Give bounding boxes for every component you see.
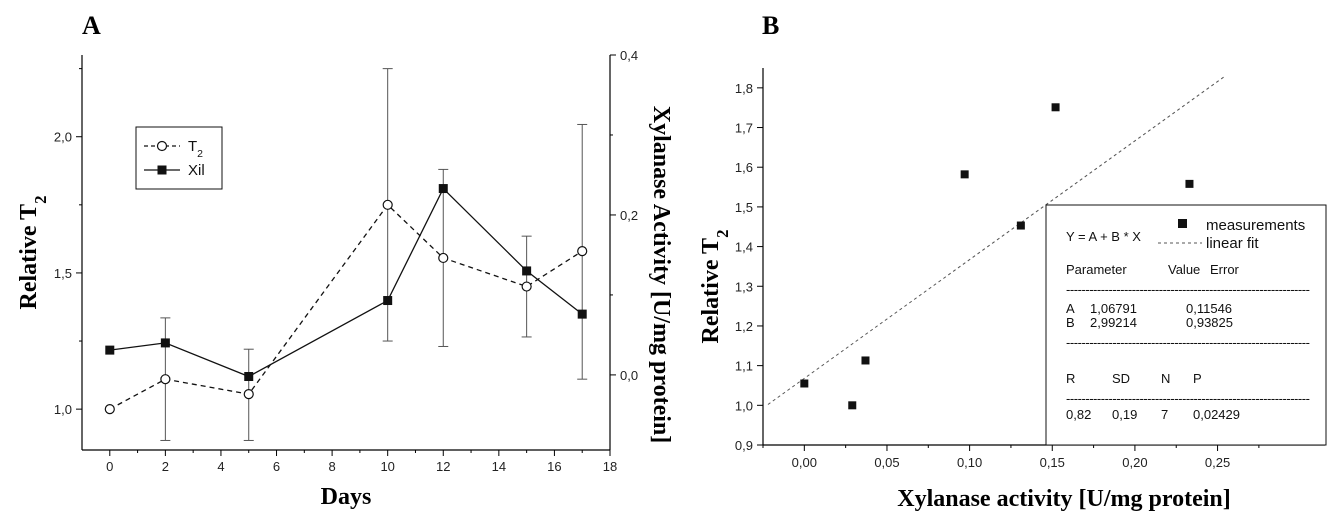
y-tick-label: 1,1 — [735, 359, 753, 374]
series-line-1 — [109, 203, 583, 410]
legend-label-measurements: measurements — [1206, 217, 1305, 234]
legend-marker-circle — [156, 140, 168, 152]
x-tick-label: 4 — [217, 459, 224, 474]
y-tick-label: 1,2 — [735, 319, 753, 334]
y-tick-label: 1,8 — [735, 81, 753, 96]
data-point-xil — [160, 338, 170, 348]
y2-tick-label: 0,2 — [620, 208, 638, 223]
stats-header-cell: Value — [1168, 262, 1200, 277]
x-tick-label: 18 — [603, 459, 617, 474]
data-point-t2 — [243, 389, 254, 400]
y-tick-label: 0,9 — [735, 438, 753, 453]
stats-r-header-cell: P — [1193, 371, 1202, 386]
stats-r-value-cell: 0,82 — [1066, 407, 1091, 422]
panel-label-a: A — [82, 11, 101, 40]
data-point-t2 — [438, 252, 449, 264]
y2-tick-label: 0,0 — [620, 368, 638, 383]
panel-a-chart: 0 2 4 6 8 10 12 14 16 18 1,0 1,5 2,0 0,0 0,2 0,4 Days Rel… — [16, 48, 674, 510]
y-tick-label: 1,4 — [735, 240, 753, 255]
y-tick-label: 1,5 — [54, 266, 72, 281]
x-tick-label: 0,15 — [1040, 455, 1065, 470]
x-tick-label: 10 — [380, 459, 394, 474]
x-axis-title: Days — [321, 484, 372, 510]
x-tick-label: 8 — [328, 459, 335, 474]
data-point-t2 — [577, 246, 588, 257]
y-tick-label: 2,0 — [54, 130, 72, 145]
data-point-t2 — [382, 199, 393, 210]
stats-r-value-cell: 0,19 — [1112, 407, 1137, 422]
y-axis-title: Relative T2 — [16, 196, 50, 310]
y-tick-label: 1,0 — [54, 402, 72, 417]
data-point-xil — [105, 345, 115, 355]
measurement-point — [1185, 179, 1194, 188]
measurement-point — [960, 170, 969, 179]
stats-r-header-cell: R — [1066, 371, 1075, 386]
y-tick-label: 1,3 — [735, 279, 753, 294]
stats-separator: ----------------------------------------… — [1066, 282, 1310, 297]
x-tick-label: 12 — [436, 459, 450, 474]
stats-param-cell: 1,06791 — [1090, 301, 1137, 316]
measurement-point — [1016, 221, 1025, 230]
stats-param-cell: A — [1066, 301, 1075, 316]
data-point-t2 — [160, 374, 171, 385]
x-tick-label: 16 — [547, 459, 561, 474]
x-tick-label: 0,00 — [792, 455, 817, 470]
measurement-point — [848, 401, 857, 410]
data-point-xil — [577, 309, 587, 319]
x-tick-label: 2 — [162, 459, 169, 474]
stats-param-cell: 0,11546 — [1186, 301, 1232, 316]
legend-label: Xil — [188, 162, 205, 179]
x-tick-label: 0 — [106, 459, 113, 474]
x-tick-label: 6 — [273, 459, 280, 474]
stats-param-cell: 2,99214 — [1090, 315, 1137, 330]
stats-equation: Y = A + B * X — [1066, 229, 1141, 244]
y-tick-label: 1,0 — [735, 398, 753, 413]
y-tick-label: 1,6 — [735, 160, 753, 175]
data-point-xil — [438, 184, 448, 194]
panel-b-chart: 0,00 0,05 0,10 0,15 0,20 0,25 0,9 1,0 1,1 1,2 1,3 1… — [698, 68, 1327, 512]
stats-separator: ----------------------------------------… — [1066, 391, 1310, 406]
x-tick-label: 0,25 — [1205, 455, 1230, 470]
legend-marker-measurements — [1178, 219, 1187, 228]
y2-tick-label: 0,4 — [620, 48, 638, 63]
series-line-2 — [109, 187, 583, 378]
linear-fit-line — [767, 76, 1225, 405]
stats-box — [1045, 204, 1327, 446]
measurement-point — [800, 379, 809, 388]
stats-r-value-cell: 0,02429 — [1193, 407, 1240, 422]
stats-param-cell: B — [1066, 315, 1075, 330]
legend-label: T2 — [188, 138, 203, 160]
x-axis-title: Xylanase activity [U/mg protein] — [897, 486, 1231, 512]
x-tick-label: 0,10 — [957, 455, 982, 470]
x-tick-label: 14 — [492, 459, 506, 474]
measurement-point — [861, 356, 870, 365]
x-tick-label: 0,20 — [1122, 455, 1147, 470]
legend-marker-square — [157, 165, 167, 175]
data-point-xil — [522, 266, 532, 276]
y-tick-label: 1,7 — [735, 121, 753, 136]
y2-axis-title: Xylanase Activity [U/mg protein] — [648, 106, 674, 444]
data-point-xil — [383, 296, 393, 306]
stats-header-cell: Error — [1210, 262, 1240, 277]
data-point-xil — [244, 372, 254, 382]
y-axis-title: Relative T2 — [698, 230, 732, 344]
y-tick-label: 1,5 — [735, 200, 753, 215]
legend-label-fit: linear fit — [1206, 235, 1259, 252]
x-tick-label: 0,05 — [874, 455, 899, 470]
stats-separator: ----------------------------------------… — [1066, 335, 1310, 350]
stats-r-header-cell: SD — [1112, 371, 1130, 386]
stats-header-cell: Parameter — [1066, 262, 1127, 277]
measurement-point — [1051, 103, 1060, 112]
stats-r-value-cell: 7 — [1161, 407, 1168, 422]
data-point-t2 — [104, 404, 115, 415]
stats-param-cell: 0,93825 — [1186, 315, 1233, 330]
legend-box — [135, 126, 223, 190]
panel-label-b: B — [762, 11, 779, 40]
data-point-t2 — [521, 281, 532, 292]
stats-r-header-cell: N — [1161, 371, 1170, 386]
